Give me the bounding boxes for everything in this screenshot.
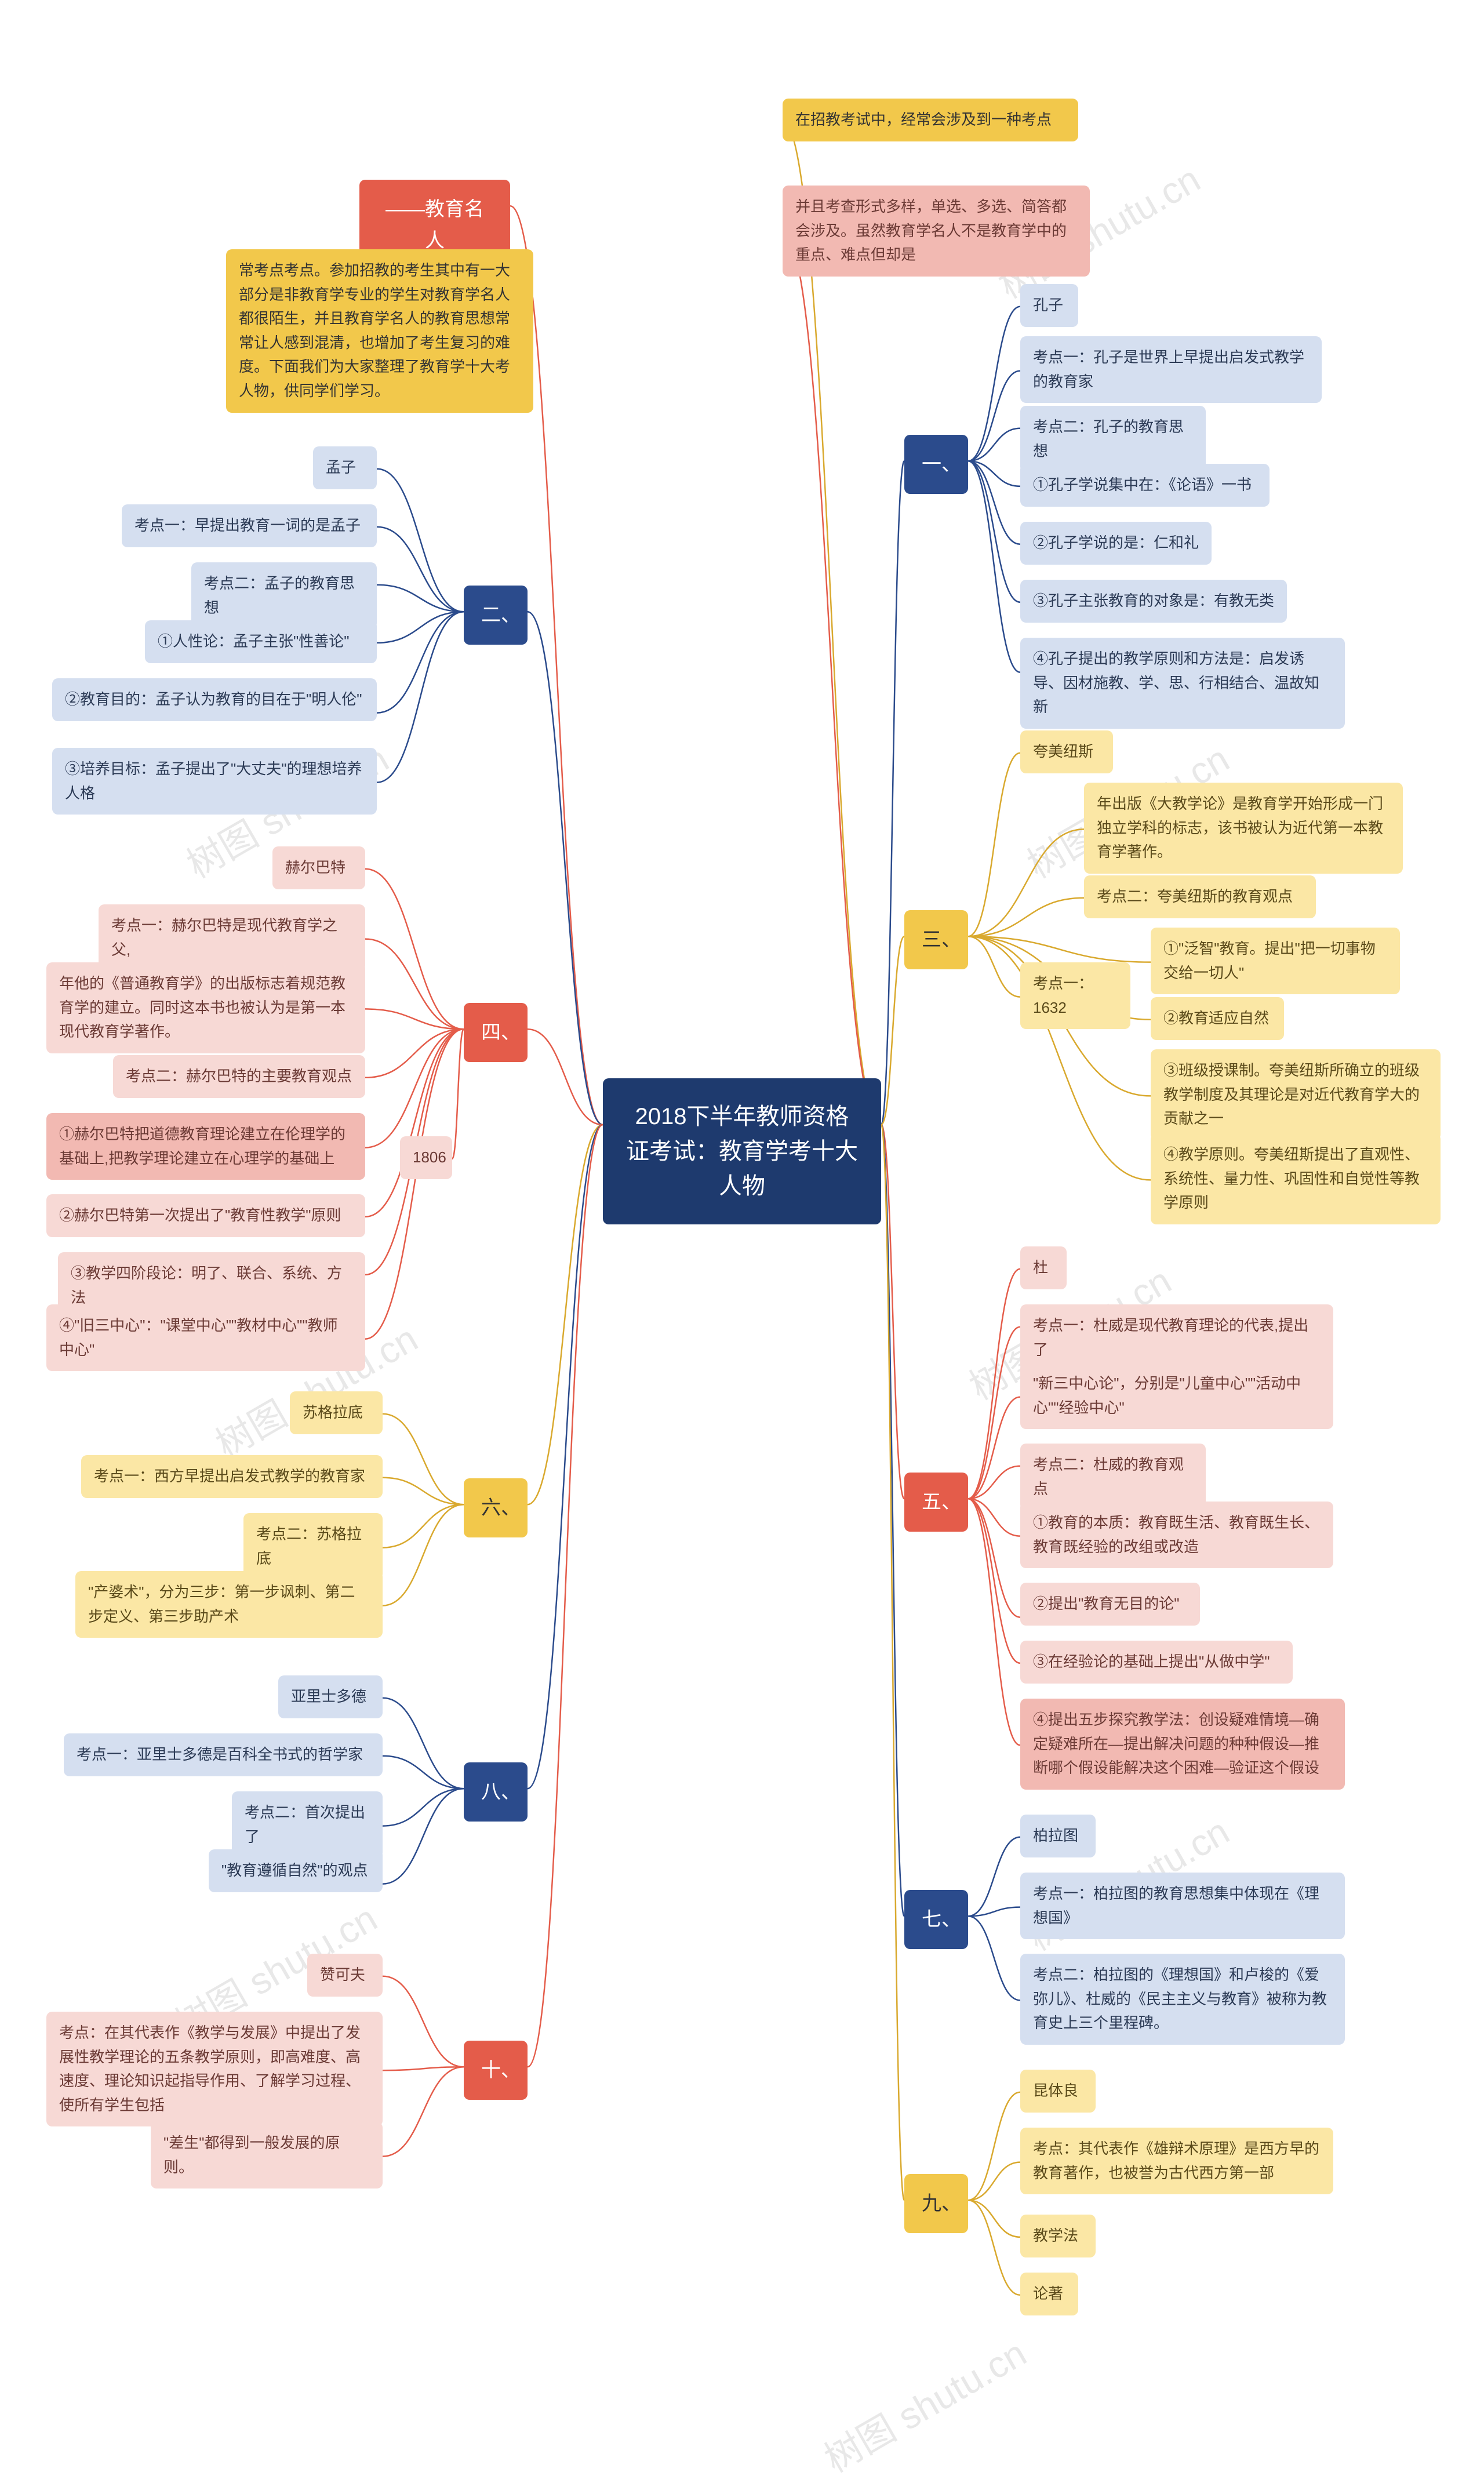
leaf-node: 赫尔巴特 (272, 846, 365, 889)
leaf-node: ①赫尔巴特把道德教育理论建立在伦理学的基础上,把教学理论建立在心理学的基础上 (46, 1113, 365, 1180)
leaf-node: 考点二：苏格拉底 (243, 1513, 383, 1580)
section-header: 九、 (904, 2174, 968, 2233)
leaf-node: 在招教考试中，经常会涉及到一种考点 (783, 99, 1078, 141)
section-header: 七、 (904, 1890, 968, 1949)
leaf-node: 教学法 (1020, 2215, 1096, 2257)
leaf-node: 考点一：早提出教育一词的是孟子 (122, 504, 377, 547)
section-header: 五、 (904, 1473, 968, 1532)
leaf-node: ④孔子提出的教学原则和方法是：启发诱导、因材施教、学、思、行相结合、温故知新 (1020, 638, 1345, 729)
leaf-node: ①"泛智"教育。提出"把一切事物交给一切人" (1151, 928, 1400, 994)
leaf-node: ①教育的本质：教育既生活、教育既生长、教育既经验的改组或改造 (1020, 1502, 1333, 1568)
leaf-node: 考点一：柏拉图的教育思想集中体现在《理想国》 (1020, 1873, 1345, 1939)
leaf-node: ②教育目的：孟子认为教育的目在于"明人伦" (52, 678, 377, 721)
leaf-node: ④教学原则。夸美纽斯提出了直观性、系统性、量力性、巩固性和自觉性等教学原则 (1151, 1133, 1441, 1224)
leaf-node: 考点二：夸美纽斯的教育观点 (1084, 875, 1316, 918)
intro-box: 常考点考点。参加招教的考生其中有一大部分是非教育学专业的学生对教育学名人都很陌生… (226, 249, 533, 413)
leaf-node: 年出版《大教学论》是教育学开始形成一门独立学科的标志，该书被认为近代第一本教育学… (1084, 783, 1403, 874)
leaf-node: ②教育适应自然 (1151, 997, 1284, 1040)
leaf-node: 孔子 (1020, 284, 1078, 327)
leaf-node: ②孔子学说的是：仁和礼 (1020, 522, 1212, 565)
leaf-node: ③在经验论的基础上提出"从做中学" (1020, 1641, 1293, 1684)
leaf-node: 论著 (1020, 2273, 1078, 2315)
leaf-node: ③孔子主张教育的对象是：有教无类 (1020, 580, 1287, 623)
leaf-node: 考点二：孟子的教育思想 (191, 562, 377, 629)
section-header: 六、 (464, 1478, 528, 1537)
leaf-node: ①孔子学说集中在：《论语》一书 (1020, 464, 1270, 507)
section-header: 八、 (464, 1762, 528, 1822)
leaf-node: "产婆术"，分为三步：第一步讽刺、第二步定义、第三步助产术 (75, 1571, 383, 1638)
leaf-node: 考点二：柏拉图的《理想国》和卢梭的《爱弥儿》、杜威的《民主主义与教育》被称为教育… (1020, 1954, 1345, 2045)
leaf-node: 苏格拉底 (290, 1391, 383, 1434)
leaf-node: ②赫尔巴特第一次提出了"教育性教学"原则 (46, 1194, 365, 1237)
leaf-node: 杜 (1020, 1246, 1067, 1289)
leaf-node: 夸美纽斯 (1020, 730, 1113, 773)
leaf-node: 年他的《普通教育学》的出版标志着规范教育学的建立。同时这本书也被认为是第一本现代… (46, 962, 365, 1053)
leaf-node: 考点一：赫尔巴特是现代教育学之父, (99, 904, 365, 971)
leaf-node: ③班级授课制。夸美纽斯所确立的班级教学制度及其理论是对近代教育学大的贡献之一 (1151, 1049, 1441, 1140)
leaf-node: ③培养目标：孟子提出了"大丈夫"的理想培养人格 (52, 748, 377, 815)
leaf-node: ②提出"教育无目的论" (1020, 1583, 1200, 1626)
leaf-node: 考点二：赫尔巴特的主要教育观点 (113, 1055, 365, 1098)
leaf-node: 考点一：杜威是现代教育理论的代表,提出了 (1020, 1304, 1333, 1371)
leaf-node: 1806 (400, 1136, 452, 1179)
leaf-node: ④"旧三中心"："课堂中心""教材中心""教师中心" (46, 1304, 365, 1371)
leaf-node: 亚里士多德 (278, 1675, 383, 1718)
leaf-node: 考点：其代表作《雄辩术原理》是西方早的教育著作，也被誉为古代西方第一部 (1020, 2128, 1333, 2194)
section-header: 三、 (904, 910, 968, 969)
leaf-node: "新三中心论"，分别是"儿童中心""活动中心""经验中心" (1020, 1362, 1333, 1429)
section-header: 十、 (464, 2041, 528, 2100)
leaf-node: ④提出五步探究教学法：创设疑难情境—确定疑难所在—提出解决问题的种种假设—推断哪… (1020, 1699, 1345, 1790)
watermark: 树图 shutu.cn (813, 2324, 1035, 2483)
leaf-node: 考点一：孔子是世界上早提出启发式教学的教育家 (1020, 336, 1322, 403)
leaf-node: 孟子 (313, 446, 377, 489)
center-node: 2018下半年教师资格证考试：教育学考十大人物 (603, 1078, 881, 1224)
leaf-node: 考点二：孔子的教育思想 (1020, 406, 1206, 472)
section-header: 一、 (904, 435, 968, 494)
leaf-node: ①人性论：孟子主张"性善论" (145, 620, 377, 663)
leaf-node: 考点一：1632 (1020, 962, 1130, 1029)
leaf-node: "教育遵循自然"的观点 (209, 1849, 383, 1892)
leaf-node: "差生"都得到一般发展的原则。 (151, 2122, 383, 2188)
leaf-node: 昆体良 (1020, 2070, 1096, 2113)
leaf-node: 考点：在其代表作《教学与发展》中提出了发展性教学理论的五条教学原则，即高难度、高… (46, 2012, 383, 2126)
leaf-node: 考点一：亚里士多德是百科全书式的哲学家 (64, 1733, 383, 1776)
section-header: 二、 (464, 586, 528, 645)
leaf-node: 并且考查形式多样，单选、多选、简答都会涉及。虽然教育学名人不是教育学中的重点、难… (783, 186, 1090, 277)
leaf-node: 柏拉图 (1020, 1815, 1096, 1857)
leaf-node: 赞可夫 (307, 1954, 383, 1997)
section-header: 四、 (464, 1003, 528, 1062)
leaf-node: 考点二：杜威的教育观点 (1020, 1444, 1206, 1510)
leaf-node: 考点一：西方早提出启发式教学的教育家 (81, 1455, 383, 1498)
leaf-node: 考点二：首次提出了 (232, 1791, 383, 1858)
